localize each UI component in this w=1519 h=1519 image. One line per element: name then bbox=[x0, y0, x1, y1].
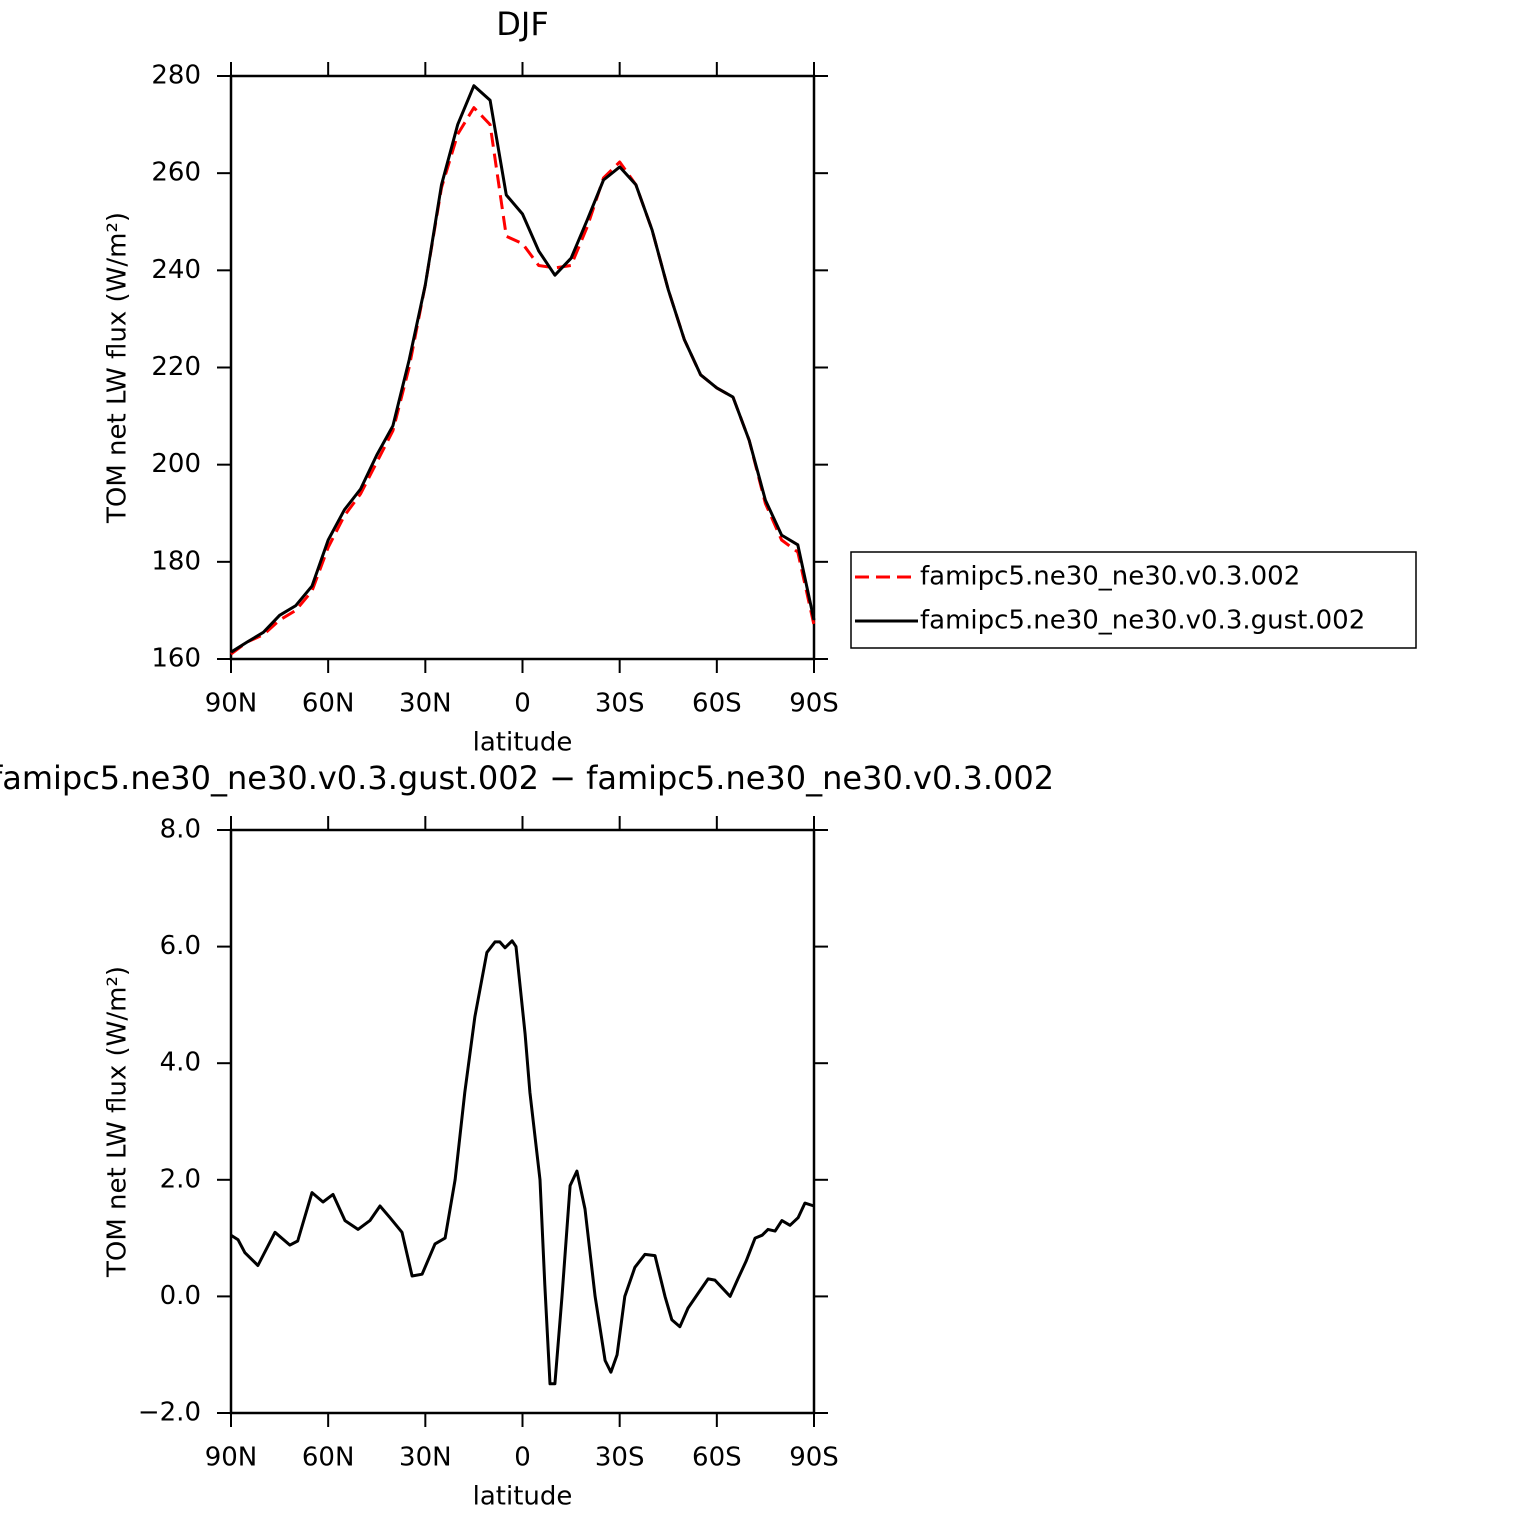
y-tick-label: 4.0 bbox=[160, 1048, 201, 1078]
y-tick-label: 240 bbox=[151, 255, 201, 285]
y-tick-label: 260 bbox=[151, 158, 201, 188]
chart-title: DJF bbox=[496, 5, 548, 43]
x-tick-label: 30N bbox=[399, 689, 452, 719]
x-tick-label: 0 bbox=[514, 689, 531, 719]
y-tick-label: 200 bbox=[151, 449, 201, 479]
x-tick-label: 90N bbox=[205, 1443, 258, 1473]
y-tick-label: 220 bbox=[151, 352, 201, 382]
y-tick-label: 8.0 bbox=[160, 815, 201, 845]
x-axis-label: latitude bbox=[473, 1482, 573, 1512]
y-tick-label: 280 bbox=[151, 61, 201, 91]
x-tick-label: 0 bbox=[514, 1443, 531, 1473]
y-tick-label: 6.0 bbox=[160, 931, 201, 961]
x-tick-label: 90S bbox=[789, 689, 839, 719]
x-tick-label: 90S bbox=[789, 1443, 839, 1473]
x-tick-label: 30N bbox=[399, 1443, 452, 1473]
legend-box bbox=[850, 551, 1417, 649]
y-tick-label: 0.0 bbox=[160, 1281, 201, 1311]
data-line bbox=[230, 939, 815, 1386]
x-tick-label: 90N bbox=[205, 689, 258, 719]
y-axis-label: TOM net LW flux (W/m²) bbox=[103, 212, 133, 524]
x-tick-label: 60N bbox=[302, 689, 355, 719]
x-tick-label: 60S bbox=[692, 1443, 742, 1473]
chart-title: famipc5.ne30_ne30.v0.3.gust.002 − famipc… bbox=[0, 759, 1054, 797]
legend-label: famipc5.ne30_ne30.v0.3.002 bbox=[920, 562, 1300, 592]
x-tick-label: 30S bbox=[595, 1443, 645, 1473]
x-tick-label: 30S bbox=[595, 689, 645, 719]
x-tick-label: 60S bbox=[692, 689, 742, 719]
y-tick-label: 2.0 bbox=[160, 1164, 201, 1194]
plot-frame bbox=[229, 828, 816, 1415]
data-line bbox=[230, 84, 816, 654]
y-axis-label: TOM net LW flux (W/m²) bbox=[103, 966, 133, 1278]
x-tick-label: 60N bbox=[302, 1443, 355, 1473]
y-tick-label: 180 bbox=[151, 546, 201, 576]
y-tick-label: 160 bbox=[151, 644, 201, 674]
plot-frame bbox=[229, 74, 816, 661]
x-axis-label: latitude bbox=[473, 728, 573, 758]
y-tick-label: −2.0 bbox=[138, 1398, 201, 1428]
legend-label: famipc5.ne30_ne30.v0.3.gust.002 bbox=[920, 606, 1365, 636]
